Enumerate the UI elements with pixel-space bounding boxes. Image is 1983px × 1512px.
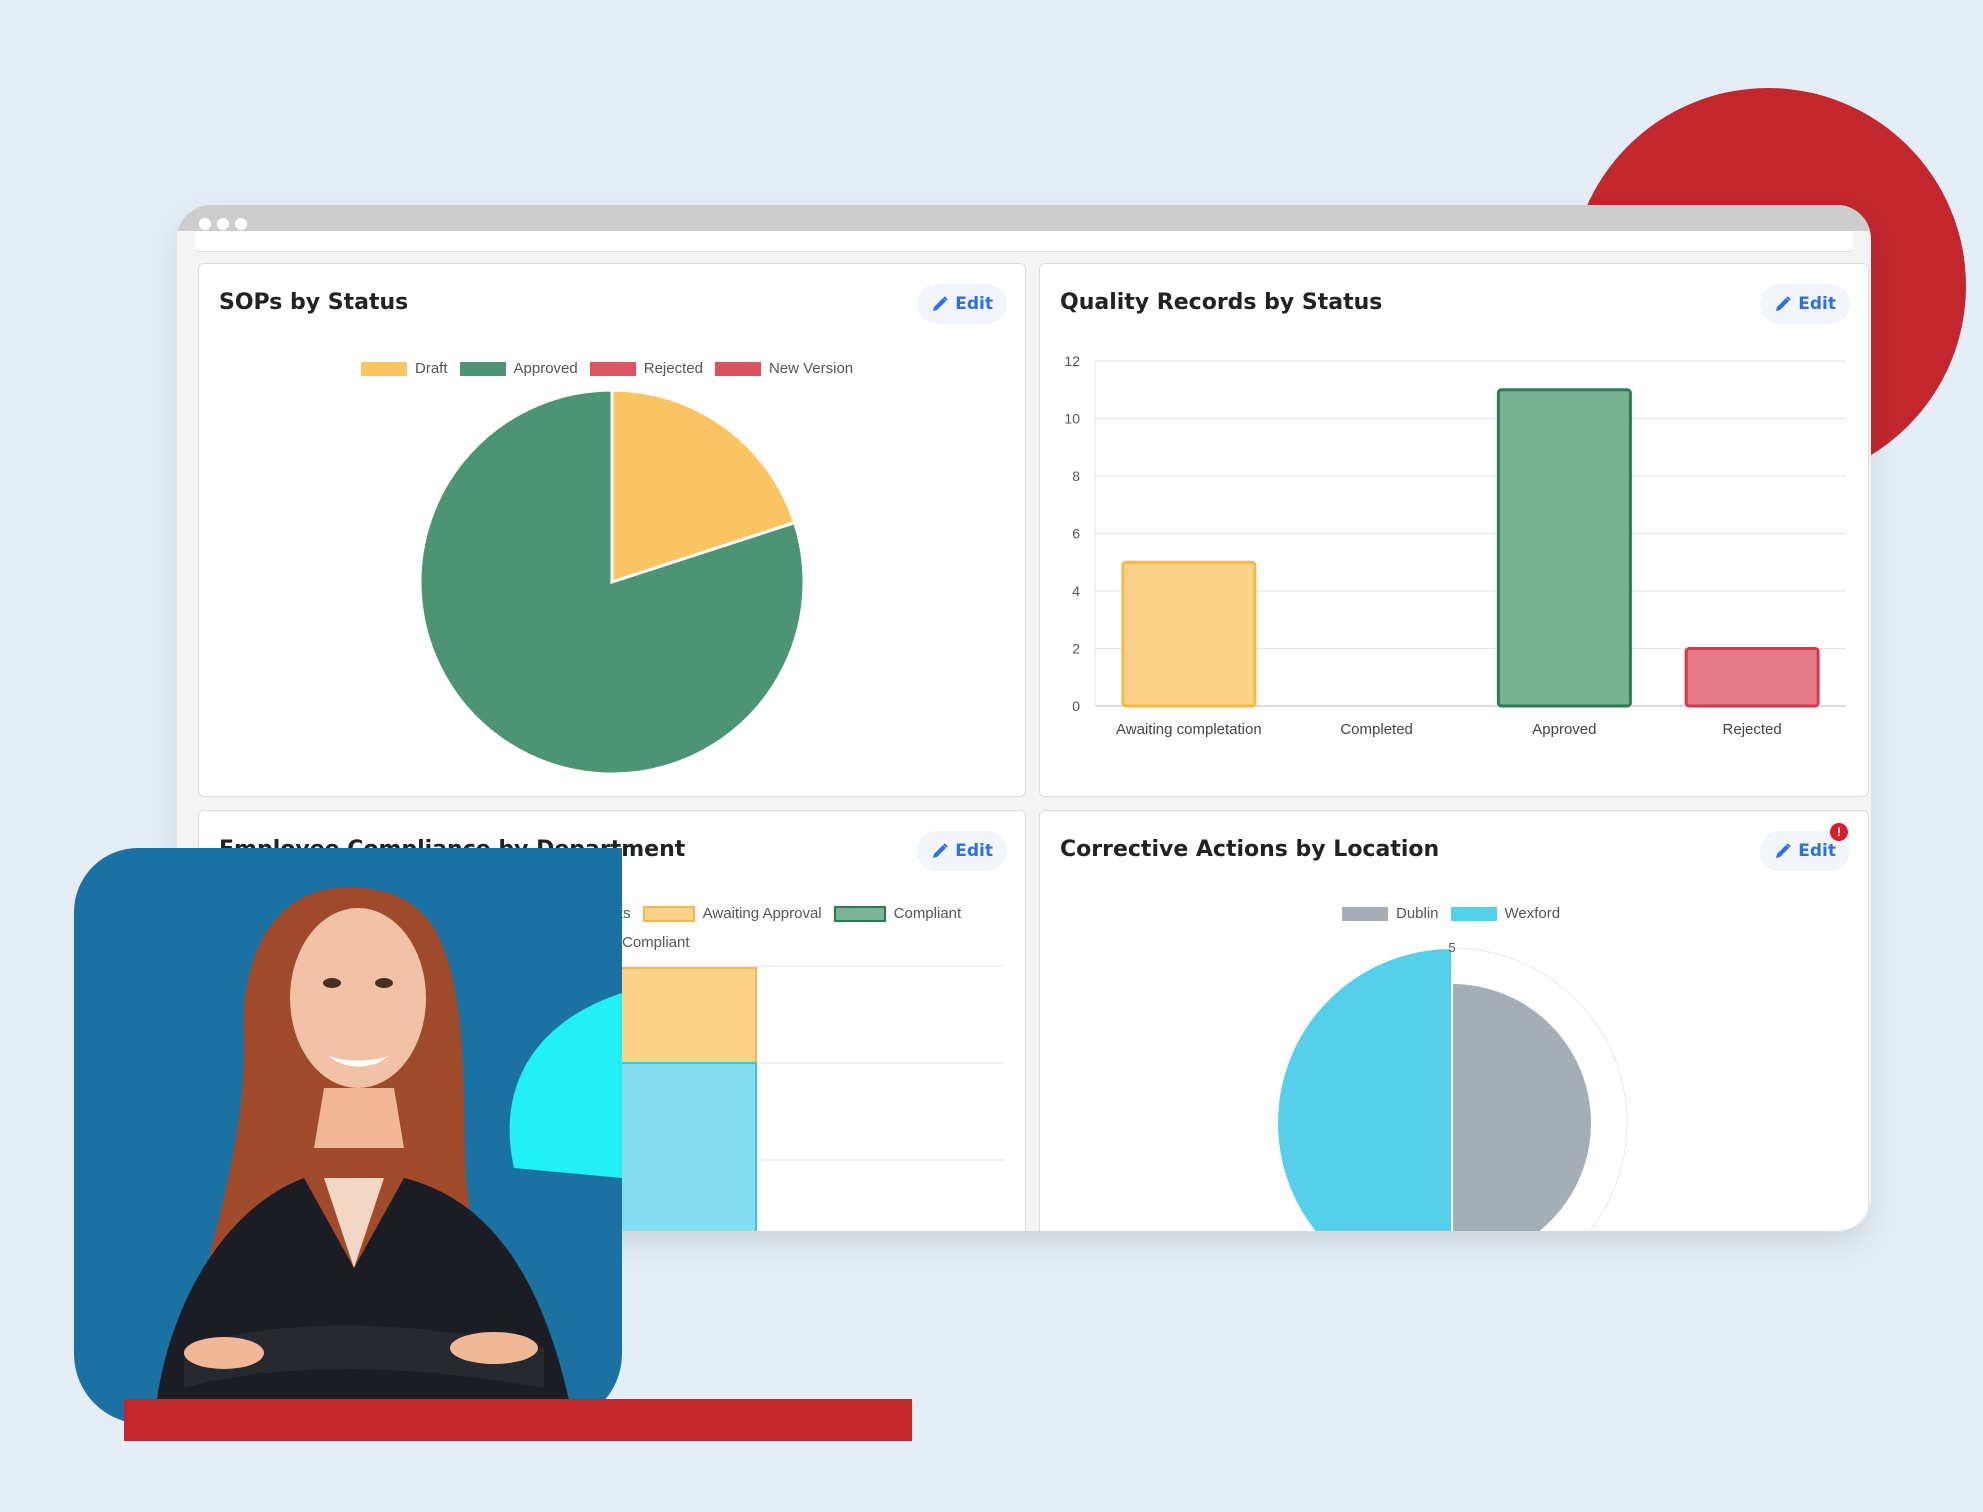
eye-shape [323,978,341,988]
portrait-photo [74,848,622,1424]
window-dot-icon [235,218,247,230]
legend-label: Wexford [1504,905,1561,922]
legend-swatch [714,361,761,376]
legend-swatch [1450,906,1497,921]
bar-rejected [1684,647,1820,708]
chart-legend: Dublin Wexford [1342,905,1572,922]
shirt-shape [324,1178,384,1268]
legend-swatch [642,905,695,922]
smile-shape [329,1056,388,1067]
cyan-shape [509,993,622,1178]
card-corrective-actions: Corrective Actions by Location Edit ! Du… [1039,810,1869,1231]
legend-item-dublin[interactable]: Dublin [1342,905,1439,922]
pie-slice-approved [418,388,806,776]
pencil-icon [1776,843,1791,858]
legend-item-draft[interactable]: Draft [361,360,448,377]
sops-pie-chart [418,388,806,776]
legend-label: ts [619,905,631,922]
browser-window: SOPs by Status Edit Draft Approved Rejec… [177,205,1871,1231]
edit-label: Edit [955,294,993,314]
y-tick-label: 10 [1064,411,1080,427]
decorative-red-bar [124,1399,912,1441]
header-strip [195,231,1853,252]
legend-label: Compliant [893,905,962,922]
legend-swatch [459,361,506,376]
pencil-icon [933,296,948,311]
bar-approved [1496,388,1632,708]
card-sops-by-status: SOPs by Status Edit Draft Approved Rejec… [198,263,1026,797]
chart-legend: ts Awaiting Approval Compliant [619,905,973,922]
window-dot-icon [217,218,229,230]
chart-legend-row-2: Compliant [622,934,702,951]
alert-badge: ! [1830,823,1848,841]
legend-item-new-version[interactable]: New Version [714,360,854,377]
y-tick-label: 6 [1072,526,1080,542]
neck-shape [314,1088,404,1148]
legend-item-approved[interactable]: Approved [459,360,578,377]
y-tick-label: 2 [1072,641,1080,657]
polar-segment-dublin [1451,981,1593,1231]
x-tick-label: Approved [1532,721,1596,738]
legend-label: Compliant [622,934,690,951]
employee-bar-chart [618,965,1005,1231]
legend-label: Dublin [1396,905,1439,922]
legend-swatch [589,361,636,376]
edit-button[interactable]: Edit [917,831,1007,871]
card-title: Corrective Actions by Location [1060,837,1440,862]
legend-item-compliant[interactable]: Compliant [833,905,962,922]
corrective-polar-chart: 5 [1276,940,1628,1231]
bar-segment-cyan [618,1062,757,1231]
legend-item-awaiting-approval[interactable]: Awaiting Approval [642,905,822,922]
y-tick-label: 0 [1072,698,1080,714]
x-tick-label: Awaiting completation [1116,721,1262,738]
crossed-arms-shape [184,1325,544,1388]
radial-tick-label: 5 [1448,940,1455,955]
legend-item-non-compliant[interactable]: Compliant [622,934,690,951]
face-shape [290,908,426,1088]
edit-button[interactable]: Edit [1760,831,1850,871]
quality-bar-chart: 0 2 4 6 8 10 12 Awaiting completation Completed A… [1064,353,1846,738]
window-dot-icon [199,218,211,230]
polar-segment-wexford [1276,946,1453,1231]
legend-item-wexford[interactable]: Wexford [1450,905,1561,922]
pie-slice-draft [610,388,797,585]
pencil-icon [1776,296,1791,311]
y-tick-label: 12 [1064,353,1080,369]
bar-awaiting-completation [1121,560,1257,708]
hand-shape [184,1337,264,1369]
hand-shape [450,1332,538,1364]
legend-label: Draft [415,360,448,377]
y-tick-label: 8 [1072,468,1080,484]
edit-label: Edit [955,841,993,861]
edit-button[interactable]: Edit [917,284,1007,324]
legend-label: Rejected [643,360,703,377]
edit-button[interactable]: Edit [1760,284,1850,324]
legend-item[interactable]: ts [619,905,631,922]
bar-segment-awaiting-approval [618,967,757,1064]
legend-swatch [361,361,407,376]
x-tick-label: Completed [1340,721,1413,738]
legend-label: New Version [768,360,854,377]
card-quality-records: Quality Records by Status Edit 0 2 4 6 8 10 12… [1039,263,1869,797]
pencil-icon [933,843,948,858]
legend-item-rejected[interactable]: Rejected [589,360,703,377]
eye-shape [375,978,393,988]
edit-label: Edit [1798,841,1836,861]
edit-label: Edit [1798,294,1836,314]
y-tick-label: 4 [1072,583,1080,599]
legend-label: Approved [513,360,578,377]
card-title: SOPs by Status [219,290,409,315]
legend-label: Awaiting Approval [702,905,822,922]
chart-legend: Draft Approved Rejected New Version [361,360,865,377]
legend-swatch [833,905,886,922]
window-titlebar [177,205,1871,231]
card-title: Quality Records by Status [1060,290,1383,315]
x-tick-label: Rejected [1723,721,1782,738]
portrait-illustration [154,887,622,1424]
legend-swatch [1342,906,1388,921]
